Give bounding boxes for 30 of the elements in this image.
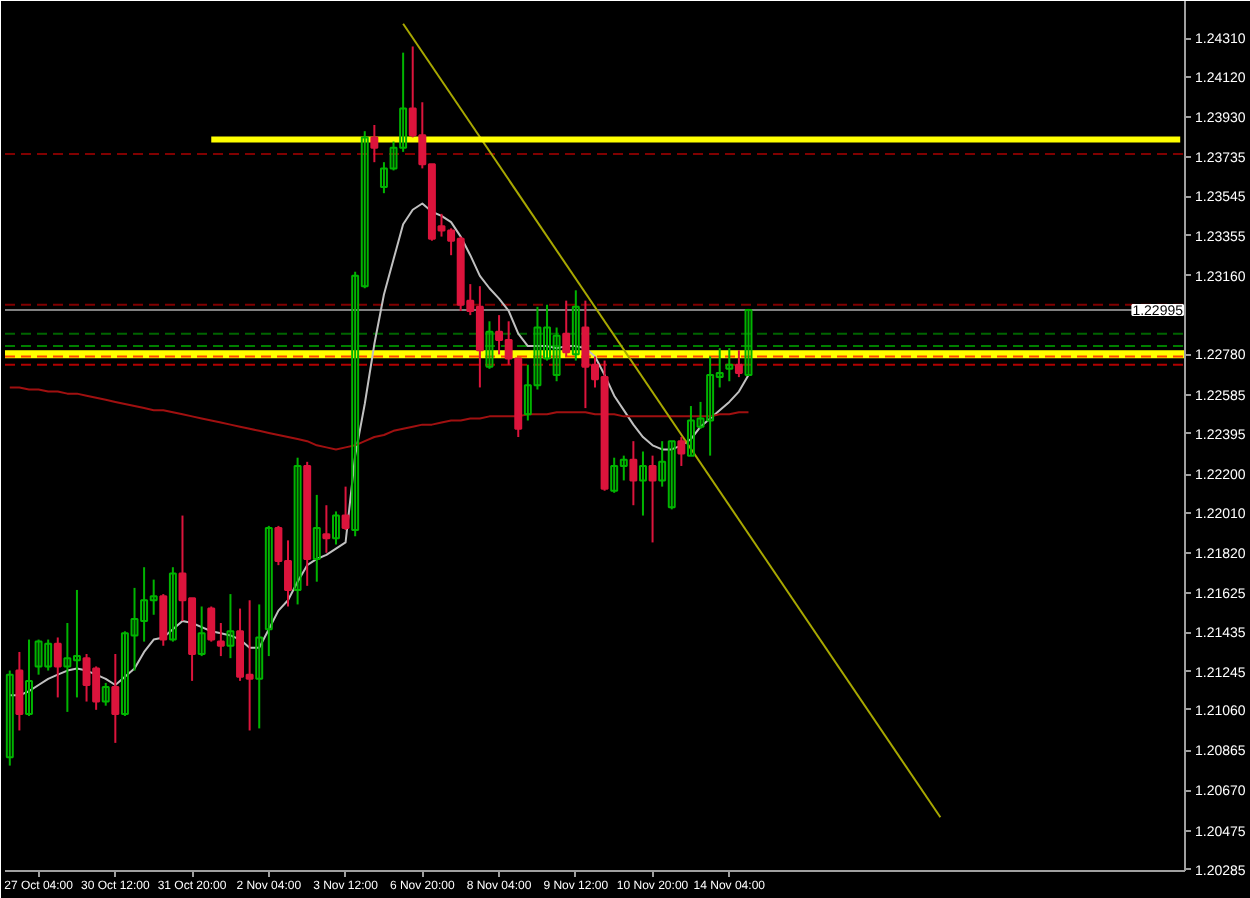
candlestick [15,650,24,732]
candlestick [312,493,321,583]
candlestick [101,681,110,707]
candlestick [226,593,235,660]
candlestick [370,123,379,164]
candlestick [629,440,638,507]
candlestick [485,320,494,370]
candlestick [5,669,14,767]
candlestick [562,299,571,358]
candlestick [255,603,264,730]
candlestick [159,593,168,647]
candlestick [734,349,743,379]
candlestick [725,347,734,383]
candlestick [648,454,657,544]
candlestick [677,436,686,467]
candlestick [341,485,350,532]
candlestick [264,524,273,658]
candlestick [207,605,216,643]
candlestick [571,289,580,362]
candlestick [216,622,225,658]
candlestick [111,653,120,744]
candlestick [25,638,33,718]
candlestick [744,307,753,377]
candlestick [197,605,206,658]
candlestick [332,510,340,546]
candlestick [53,636,62,699]
candlestick [322,504,331,554]
candlestick [293,456,302,606]
candlestick [638,450,647,517]
candlestick [168,566,177,643]
